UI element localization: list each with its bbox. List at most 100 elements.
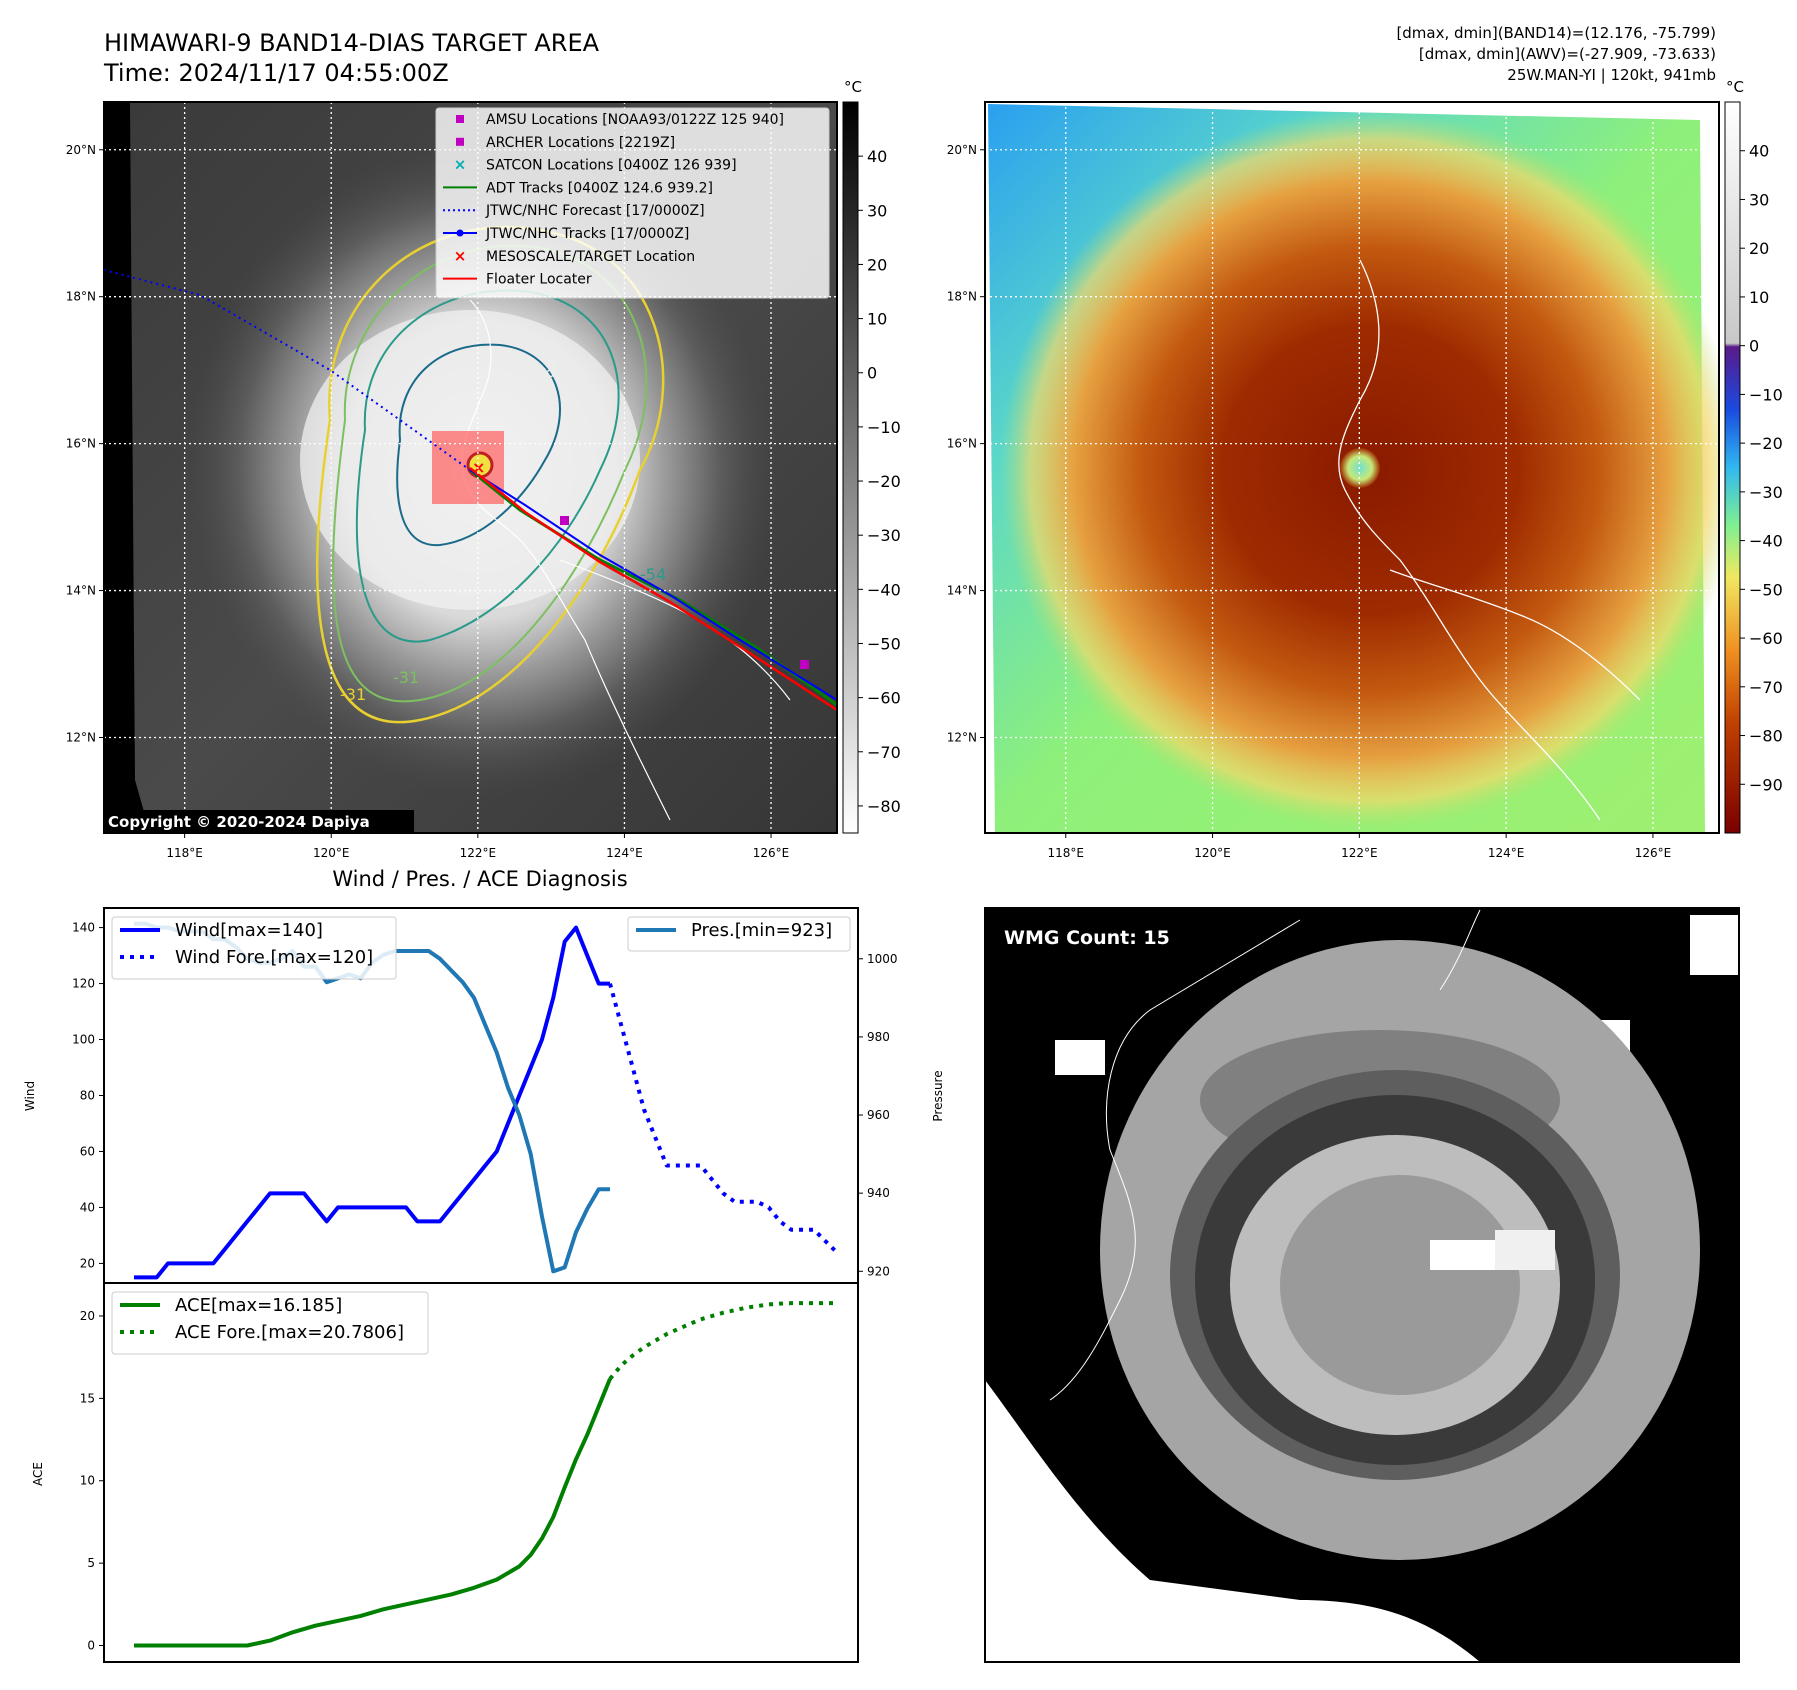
- ir-colorbar-unit: °C: [844, 78, 862, 96]
- pressure-legend-box: [627, 916, 851, 952]
- lat-tick-label: 16°N: [66, 437, 96, 451]
- legend-marker-square: [456, 137, 464, 146]
- y-tick-label: 980: [867, 1030, 890, 1044]
- lat-tick-label: 12°N: [947, 730, 977, 744]
- lon-tick-label: 122°E: [1341, 846, 1378, 860]
- ir-contour-label: -31: [340, 685, 366, 704]
- lon-tick-label: 122°E: [460, 846, 497, 860]
- lat-tick-label: 18°N: [66, 290, 96, 304]
- colorbar-tick-label: 40: [1749, 142, 1769, 161]
- diagnosis-title: Wind / Pres. / ACE Diagnosis: [332, 867, 627, 891]
- wmg-coastline-2: [1439, 909, 1481, 991]
- y-tick-label: 80: [80, 1089, 95, 1103]
- wind-axis-label: Wind: [23, 1081, 37, 1111]
- wind-axis-ticks: 20 40 60 80 100 120 140: [72, 921, 104, 1270]
- jtwc-forecast-track: [104, 269, 471, 471]
- ir-legend-box: [435, 107, 830, 299]
- wmg-warm-patch: [1690, 915, 1739, 975]
- lat-tick-label: 16°N: [947, 437, 977, 451]
- colorbar-tick-label: −40: [867, 580, 901, 599]
- wind-legend-entry: Wind Fore.[max=120]: [175, 947, 373, 968]
- wv-colorbar-ticks: 40 30 20 10 0 −10 −20 −30 −40 −50 −60 −70 −80 −90: [1740, 142, 1783, 794]
- stats-band14: [dmax, dmin](BAND14)=(12.176, -75.799): [1396, 24, 1716, 42]
- colorbar-tick-label: −20: [867, 472, 901, 491]
- ace-legend: ACE[max=16.185] ACE Fore.[max=20.7806]: [111, 1291, 429, 1355]
- wv-map-frame: [984, 101, 1720, 834]
- y-tick-label: 5: [87, 1556, 95, 1570]
- lat-tick-label: 14°N: [66, 584, 96, 598]
- floater-locater-track: [469, 467, 837, 712]
- colorbar-tick-label: −10: [867, 418, 901, 437]
- ir-map-panel: × -64 -54 -31 -31 Copyright © 2020-2024 …: [66, 78, 901, 860]
- pressure-axis-label: Pressure: [931, 1070, 945, 1121]
- y-tick-label: 1000: [867, 952, 898, 966]
- ace-legend-box: [111, 1291, 429, 1355]
- ir-contour-label: -54: [640, 565, 666, 584]
- ir-contour-yellow: [315, 225, 665, 724]
- wv-axis-labels: 118°E 120°E 122°E 124°E 126°E 20°N 18°N 16°N 14°…: [947, 143, 1671, 860]
- colorbar-tick-label: 0: [1749, 337, 1759, 356]
- colorbar-tick-label: −30: [1749, 483, 1783, 502]
- y-tick-label: 60: [80, 1144, 95, 1158]
- colorbar-tick-label: 40: [867, 147, 887, 166]
- colorbar-tick-label: 30: [867, 201, 887, 220]
- y-tick-label: 120: [72, 977, 95, 991]
- wind-legend: Wind[max=140] Wind Fore.[max=120] Pres.[mi…: [111, 916, 851, 980]
- y-tick-label: 100: [72, 1033, 95, 1047]
- colorbar-tick-label: 30: [1749, 190, 1769, 209]
- pressure-axis-ticks: 920 940 960 980 1000: [858, 952, 898, 1278]
- ace-series-line: [134, 1378, 612, 1648]
- colorbar-tick-label: 20: [867, 255, 887, 274]
- colorbar-tick-label: 20: [1749, 239, 1769, 258]
- legend-marker-x: ×: [454, 156, 467, 174]
- legend-entry: SATCON Locations [0400Z 126 939]: [486, 158, 737, 174]
- archer-location-marker: [800, 660, 809, 669]
- stats-storm: 25W.MAN-YI | 120kt, 941mb: [1507, 66, 1716, 84]
- legend-entry: JTWC/NHC Tracks [17/0000Z]: [485, 226, 689, 242]
- wind-series-line: [134, 925, 610, 1280]
- legend-entry: ARCHER Locations [2219Z]: [486, 135, 675, 151]
- lon-tick-label: 124°E: [1488, 846, 1525, 860]
- wind-pressure-chart: Wind / Pres. / ACE Diagnosis 20 40 60 80 100…: [23, 867, 945, 1284]
- ace-forecast-line: [608, 1301, 837, 1381]
- wv-gridlines: [985, 102, 1719, 833]
- copyright-text: Copyright © 2020-2024 Dapiya: [108, 813, 370, 831]
- wind-legend-entry: Wind[max=140]: [175, 920, 323, 941]
- jtwc-track: [469, 469, 837, 701]
- ir-colorbar: [842, 101, 859, 834]
- y-tick-label: 940: [867, 1186, 890, 1200]
- figure-title: HIMAWARI-9 BAND14-DIAS TARGET AREA: [104, 29, 600, 57]
- wmg-warm-patch: [1055, 1040, 1105, 1075]
- ace-legend-entry: ACE[max=16.185]: [175, 1295, 342, 1316]
- wv-colorbar: [1724, 101, 1741, 834]
- lon-tick-label: 118°E: [166, 846, 203, 860]
- lon-tick-label: 124°E: [606, 846, 643, 860]
- colorbar-tick-label: −60: [867, 689, 901, 708]
- y-tick-label: 40: [80, 1200, 95, 1214]
- lat-tick-label: 18°N: [947, 290, 977, 304]
- ir-coastline: [461, 299, 671, 821]
- wv-eye: [1340, 448, 1380, 488]
- colorbar-tick-label: −10: [1749, 385, 1783, 404]
- colorbar-tick-label: −80: [1749, 727, 1783, 746]
- lon-tick-label: 126°E: [1635, 846, 1672, 860]
- y-tick-label: 0: [87, 1639, 95, 1653]
- colorbar-tick-label: −80: [867, 797, 901, 816]
- lon-tick-label: 126°E: [753, 846, 790, 860]
- legend-entry: Floater Locater: [486, 272, 592, 288]
- ir-legend: AMSU Locations [NOAA93/0122Z 125 940] ARC…: [435, 107, 830, 299]
- legend-marker-x: ×: [454, 247, 467, 265]
- colorbar-tick-label: 10: [867, 310, 887, 329]
- ace-axis-ticks: 0 5 10 15 20: [80, 1309, 104, 1653]
- legend-entry: JTWC/NHC Forecast [17/0000Z]: [485, 203, 705, 219]
- colorbar-tick-label: −50: [1749, 580, 1783, 599]
- figure-time: Time: 2024/11/17 04:55:00Z: [103, 59, 449, 87]
- wind-forecast-line: [608, 983, 839, 1254]
- ace-chart: 0 5 10 15 20 ACE ACE[max=16.185] ACE Fore.[ma…: [31, 1282, 859, 1663]
- y-tick-label: 920: [867, 1264, 890, 1278]
- ir-colorbar-ticks: 40 30 20 10 0 −10 −20 −30 −40 −50 −60 −70 −80: [858, 147, 901, 816]
- wv-colorbar-unit: °C: [1726, 78, 1744, 96]
- y-tick-label: 960: [867, 1108, 890, 1122]
- wmg-eye-warm: [1495, 1230, 1555, 1270]
- ir-contour-teal: [355, 289, 620, 643]
